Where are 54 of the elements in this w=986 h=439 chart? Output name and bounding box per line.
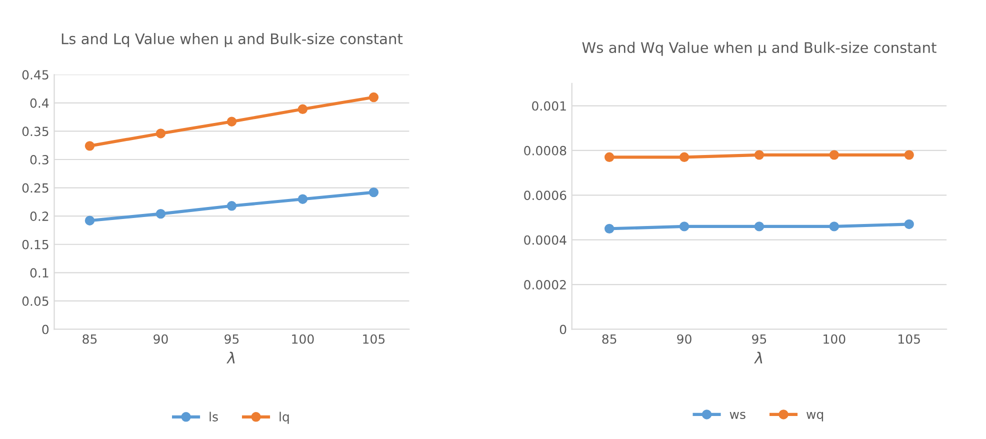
legend-label: wq	[806, 412, 824, 422]
point	[368, 92, 379, 102]
point	[298, 104, 308, 114]
point	[754, 150, 764, 160]
legend-label: ws	[730, 412, 746, 420]
x-tick-label: 100	[292, 334, 314, 344]
y-tick-label: 0.15	[22, 240, 48, 250]
chart-title: Ls and Lq Value when μ and Bulk-size constant	[62, 32, 403, 48]
point	[298, 194, 308, 204]
y-tick-label: 0.3	[30, 154, 48, 164]
y-tick-label: 0.0006	[524, 190, 566, 200]
y-tick-label: 0.05	[22, 296, 48, 306]
point	[604, 224, 614, 234]
y-tick-label: 0.0004	[524, 235, 566, 245]
point	[226, 116, 237, 126]
x-tick-label: 85	[82, 334, 97, 344]
y-tick-label: 0.45	[22, 70, 48, 80]
chart-title: Ws and Wq Value when μ and Bulk-size constant	[582, 42, 936, 56]
y-tick-label: 0.0008	[524, 146, 566, 156]
point	[156, 208, 166, 219]
x-axis-title: λ	[754, 352, 762, 364]
point	[754, 222, 764, 232]
y-tick-label: 0	[560, 324, 566, 334]
y-tick-label: 0.2	[30, 212, 48, 222]
point	[604, 152, 614, 162]
legend-label: ls	[210, 412, 218, 422]
y-tick-label: 0.35	[22, 126, 48, 136]
x-tick-label: 90	[154, 334, 168, 344]
y-tick-label: 0.4	[30, 98, 49, 108]
y-tick-label: 0.25	[22, 183, 48, 193]
point	[226, 201, 237, 211]
point	[829, 222, 840, 232]
y-tick-label: 0.0002	[524, 280, 566, 290]
x-tick-label: 95	[224, 334, 239, 344]
point	[156, 128, 166, 138]
point	[84, 216, 95, 226]
y-tick-label: 0.001	[532, 101, 566, 111]
point	[84, 141, 95, 151]
x-tick-label: 105	[363, 334, 385, 344]
point	[904, 150, 914, 160]
legend-label: lq	[280, 412, 289, 424]
point	[904, 219, 914, 230]
x-tick-label: 100	[824, 334, 846, 344]
point	[679, 222, 690, 232]
y-tick-label: 0	[42, 324, 49, 334]
point	[829, 150, 840, 160]
y-tick-label: 0.1	[30, 268, 48, 278]
point	[368, 187, 379, 198]
point	[679, 152, 690, 162]
x-tick-label: 95	[752, 334, 766, 344]
x-tick-label: 105	[898, 334, 920, 344]
x-tick-label: 90	[677, 334, 692, 344]
x-tick-label: 85	[602, 334, 616, 344]
x-axis-title: λ	[226, 352, 235, 364]
